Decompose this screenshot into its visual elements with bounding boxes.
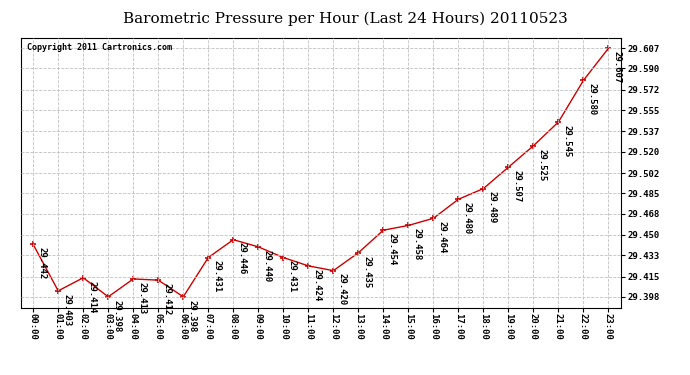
Text: 29.431: 29.431 <box>288 260 297 292</box>
Text: 29.442: 29.442 <box>37 247 46 279</box>
Text: 29.398: 29.398 <box>112 300 121 332</box>
Text: 29.446: 29.446 <box>237 243 246 275</box>
Text: 29.440: 29.440 <box>262 250 271 282</box>
Text: 29.525: 29.525 <box>538 148 546 181</box>
Text: 29.480: 29.480 <box>462 202 471 234</box>
Text: 29.464: 29.464 <box>437 221 446 254</box>
Text: 29.507: 29.507 <box>513 170 522 202</box>
Text: Barometric Pressure per Hour (Last 24 Hours) 20110523: Barometric Pressure per Hour (Last 24 Ho… <box>123 11 567 26</box>
Text: 29.489: 29.489 <box>488 191 497 224</box>
Text: 29.580: 29.580 <box>588 83 597 116</box>
Text: 29.454: 29.454 <box>388 233 397 265</box>
Text: 29.403: 29.403 <box>62 294 71 326</box>
Text: 29.414: 29.414 <box>88 280 97 313</box>
Text: 29.458: 29.458 <box>413 228 422 261</box>
Text: 29.412: 29.412 <box>162 283 171 315</box>
Text: 29.398: 29.398 <box>188 300 197 332</box>
Text: 29.607: 29.607 <box>613 51 622 83</box>
Text: 29.545: 29.545 <box>562 125 571 157</box>
Text: Copyright 2011 Cartronics.com: Copyright 2011 Cartronics.com <box>27 43 172 52</box>
Text: 29.413: 29.413 <box>137 282 146 314</box>
Text: 29.424: 29.424 <box>313 268 322 301</box>
Text: 29.431: 29.431 <box>213 260 221 292</box>
Text: 29.420: 29.420 <box>337 273 346 306</box>
Text: 29.435: 29.435 <box>362 256 371 288</box>
